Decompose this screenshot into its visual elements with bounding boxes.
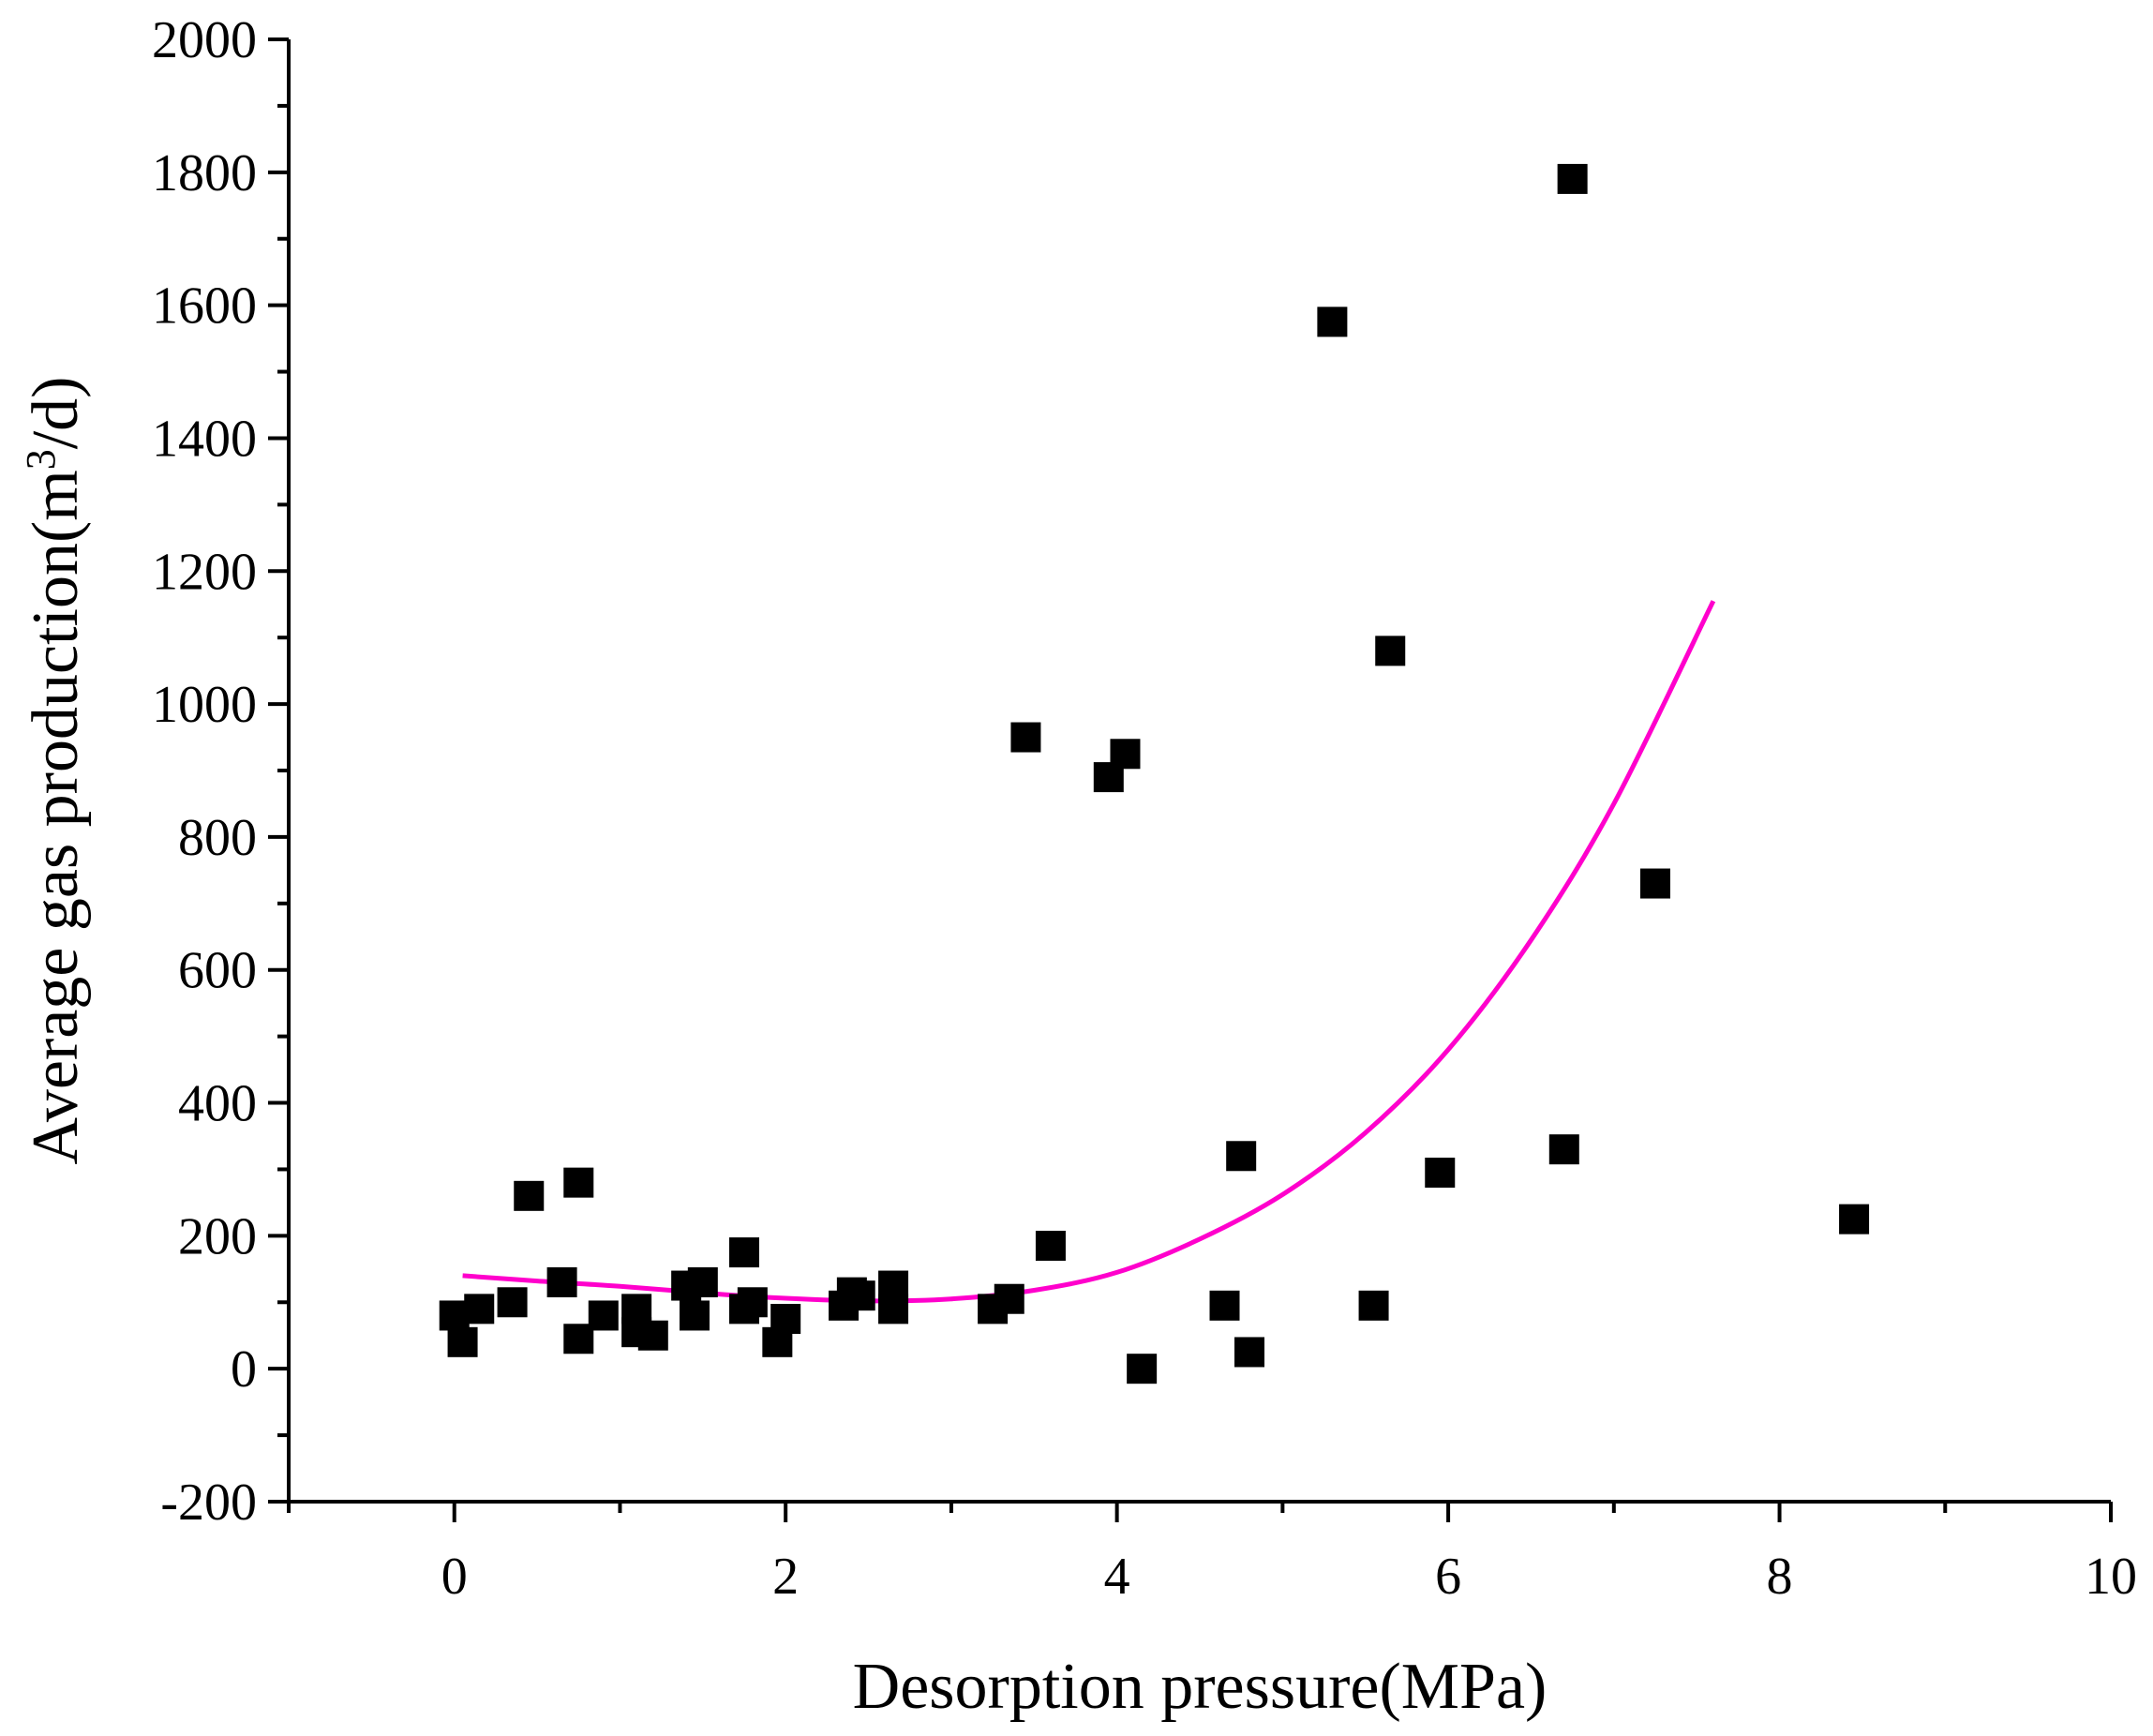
y-tick-label: 600 xyxy=(178,942,257,1000)
x-tick-label: 0 xyxy=(441,1548,468,1606)
data-point xyxy=(1375,636,1406,666)
data-point xyxy=(994,1283,1024,1314)
data-point xyxy=(1317,307,1348,337)
data-point xyxy=(737,1287,768,1318)
data-point xyxy=(637,1320,668,1351)
data-point xyxy=(514,1180,545,1211)
x-tick-label: 2 xyxy=(772,1548,799,1606)
data-point xyxy=(1110,739,1141,770)
data-point xyxy=(1234,1337,1265,1368)
y-tick-label: 1800 xyxy=(152,144,257,202)
data-point xyxy=(687,1267,718,1297)
fit-curve xyxy=(462,600,1716,1304)
data-point xyxy=(729,1237,759,1268)
data-point xyxy=(447,1326,478,1357)
x-tick-label: 4 xyxy=(1104,1548,1130,1606)
data-point xyxy=(588,1300,619,1331)
y-tick-labels: -200 0 200 400 600 800 1000 1200 1400 1600 1800 200… xyxy=(152,11,257,1532)
data-point xyxy=(1557,163,1588,194)
y-tick-label: -200 xyxy=(160,1474,257,1532)
data-point xyxy=(497,1287,528,1318)
data-point xyxy=(845,1280,875,1311)
data-point xyxy=(1127,1354,1158,1384)
y-ticks xyxy=(268,37,289,1504)
y-axis-title-superscript: 3 xyxy=(18,449,64,470)
data-point xyxy=(1358,1290,1389,1321)
y-tick-label: 200 xyxy=(178,1207,257,1265)
data-point xyxy=(563,1167,594,1198)
x-tick-label: 10 xyxy=(2085,1548,2137,1606)
data-point xyxy=(1425,1158,1456,1188)
data-point xyxy=(878,1294,909,1324)
y-tick-label: 1400 xyxy=(152,410,257,468)
y-tick-label: 400 xyxy=(178,1075,257,1133)
y-axis-title-main: Average gas production(m xyxy=(20,470,92,1164)
y-tick-label: 1000 xyxy=(152,676,257,734)
y-tick-label: 800 xyxy=(178,809,257,867)
data-point xyxy=(546,1267,577,1297)
data-point xyxy=(679,1300,710,1331)
y-tick-label: 1600 xyxy=(152,277,257,336)
data-point xyxy=(770,1304,801,1334)
data-point xyxy=(1035,1231,1066,1261)
data-point xyxy=(1548,1134,1579,1165)
data-point xyxy=(1640,868,1670,899)
data-point xyxy=(1010,722,1041,753)
y-tick-label: 1200 xyxy=(152,543,257,601)
x-tick-labels: 0 2 4 6 8 10 xyxy=(441,1548,2137,1606)
data-point xyxy=(464,1294,495,1324)
data-point xyxy=(1839,1204,1870,1235)
y-axis-title: Average gas production(m3/d) xyxy=(18,377,92,1165)
y-tick-label: 0 xyxy=(231,1340,257,1399)
data-point xyxy=(1226,1141,1257,1172)
y-tick-label: 2000 xyxy=(152,11,257,69)
x-tick-label: 6 xyxy=(1435,1548,1461,1606)
data-point xyxy=(1209,1290,1240,1321)
data-points xyxy=(439,163,1870,1384)
x-axis-title: Desorption pressure(MPa) xyxy=(853,1651,1547,1723)
y-axis-title-unit: /d) xyxy=(20,377,92,450)
x-tick-label: 8 xyxy=(1767,1548,1793,1606)
x-ticks xyxy=(287,1502,2113,1522)
